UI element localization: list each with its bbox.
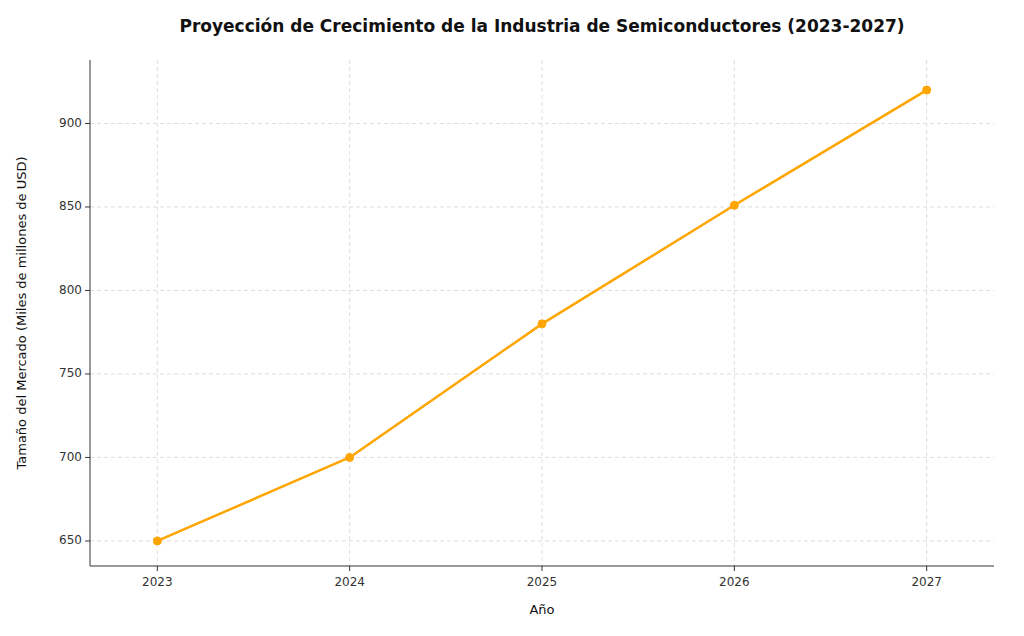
y-tick-label: 800 — [59, 283, 82, 297]
axes: 650 700 750 800 850 900 2023 2024 2025 2026 2027 — [59, 60, 994, 589]
y-tick — [85, 290, 90, 291]
chart-svg: 650 700 750 800 850 900 2023 2024 2025 2026 2027 Pr… — [0, 0, 1024, 636]
y-grid-line — [90, 373, 994, 374]
y-tick — [85, 540, 90, 541]
y-axis-line — [90, 60, 91, 566]
point — [153, 537, 161, 545]
x-grid-line — [734, 60, 735, 566]
x-grid-line — [542, 60, 543, 566]
x-tick-label: 2027 — [911, 575, 942, 589]
y-tick — [85, 373, 90, 374]
x-grid-line — [349, 60, 350, 566]
x-axis-label: Año — [529, 602, 554, 617]
point — [538, 320, 546, 328]
x-tick — [157, 566, 158, 571]
y-axis-label: Tamaño del Mercado (Miles de millones de… — [14, 156, 29, 470]
y-tick — [85, 123, 90, 124]
y-grid-line — [90, 540, 994, 541]
y-tick-label: 750 — [59, 366, 82, 380]
x-grid-line — [157, 60, 158, 566]
x-tick — [926, 566, 927, 571]
x-tick-label: 2026 — [719, 575, 750, 589]
x-tick-label: 2024 — [334, 575, 365, 589]
y-tick-label: 650 — [59, 533, 82, 547]
y-tick — [85, 457, 90, 458]
x-tick-label: 2025 — [527, 575, 558, 589]
point — [346, 453, 354, 461]
y-tick-label: 900 — [59, 116, 82, 130]
y-grid-line — [90, 290, 994, 291]
chart-container: 650 700 750 800 850 900 2023 2024 2025 2026 2027 Pr… — [0, 0, 1024, 636]
line — [157, 90, 926, 541]
series — [153, 86, 930, 545]
x-axis-line — [90, 566, 994, 567]
y-tick — [85, 206, 90, 207]
y-grid-line — [90, 457, 994, 458]
point — [923, 86, 931, 94]
x-tick — [734, 566, 735, 571]
point — [730, 201, 738, 209]
y-tick-label: 700 — [59, 450, 82, 464]
x-tick-label: 2023 — [142, 575, 173, 589]
grid — [90, 60, 994, 566]
x-tick — [542, 566, 543, 571]
x-tick — [349, 566, 350, 571]
x-grid-line — [926, 60, 927, 566]
y-tick-label: 850 — [59, 199, 82, 213]
title: Proyección de Crecimiento de la Industri… — [179, 16, 904, 36]
